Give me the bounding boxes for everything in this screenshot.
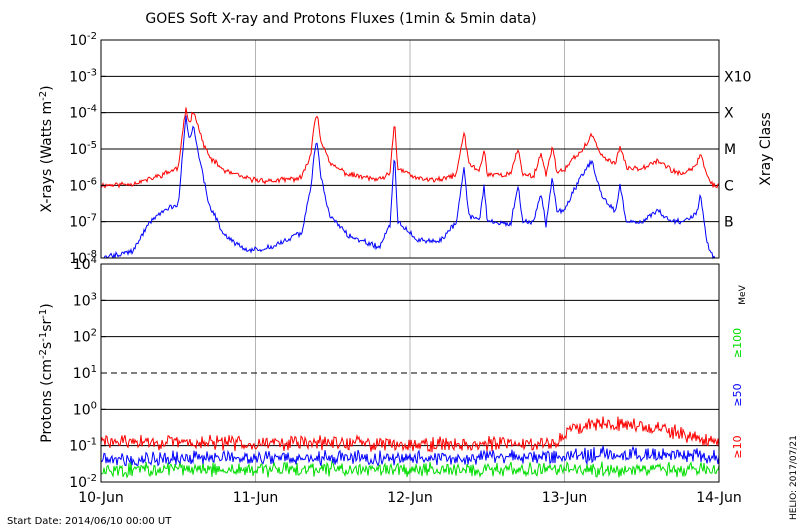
proton-gridlines bbox=[101, 264, 719, 482]
xray-class-labels: B C M X X10 bbox=[724, 69, 751, 230]
start-date-label: Start Date: 2014/06/10 00:00 UT bbox=[7, 516, 172, 527]
proton-legend-10: ≥10 bbox=[731, 435, 744, 458]
xray-class-label: M bbox=[724, 142, 736, 158]
x-tick-label: 10-Jun bbox=[78, 490, 124, 506]
proton-series-10 bbox=[100, 416, 720, 453]
xray-y-tick-label: 10-7 bbox=[69, 213, 97, 231]
xray-y-tick-label: 10-2 bbox=[69, 31, 97, 49]
x-tick-label: 11-Jun bbox=[233, 490, 279, 506]
proton-y-tick-label: 10-2 bbox=[69, 473, 97, 491]
xray-class-label: B bbox=[724, 215, 734, 231]
proton-series-100 bbox=[100, 459, 720, 479]
xray-class-label: X10 bbox=[724, 69, 751, 85]
proton-legend-unit: MeV bbox=[738, 284, 748, 304]
proton-y-tick-label: 104 bbox=[73, 255, 97, 273]
proton-series-50 bbox=[100, 445, 720, 467]
xray-y-tick-label: 10-8 bbox=[69, 249, 97, 267]
credit-label: HELIO: 2017/07/21 bbox=[789, 435, 799, 520]
chart-title: GOES Soft X-ray and Protons Fluxes (1min… bbox=[145, 11, 536, 27]
xray-y-tick-labels: 10-8 10-7 10-6 10-5 10-4 10-3 10-2 bbox=[69, 31, 106, 267]
proton-legend: ≥10 ≥50 ≥100 MeV bbox=[731, 284, 748, 458]
proton-y-axis-label: Protons (cm-2s-1sr-1) bbox=[38, 303, 56, 442]
proton-y-tick-label: 10-1 bbox=[69, 437, 97, 455]
proton-y-tick-label: 101 bbox=[73, 364, 97, 382]
x-tick-labels: 10-Jun 11-Jun 12-Jun 13-Jun 14-Jun bbox=[78, 490, 742, 506]
proton-series-layer bbox=[100, 416, 720, 479]
x-tick-label: 13-Jun bbox=[542, 490, 588, 506]
xray-panel: 10-8 10-7 10-6 10-5 10-4 10-3 10-2 B C M X X10 X-r… bbox=[38, 31, 775, 267]
xray-y-tick-label: 10-5 bbox=[69, 140, 97, 158]
proton-legend-100: ≥100 bbox=[731, 328, 744, 358]
xray-y-tick-label: 10-6 bbox=[69, 176, 97, 194]
xray-class-label: X bbox=[724, 106, 734, 122]
x-tick-label: 14-Jun bbox=[696, 490, 742, 506]
xray-series-long bbox=[100, 107, 720, 189]
proton-y-tick-labels: 10-2 10-1 100 101 102 103 104 bbox=[69, 255, 106, 491]
xray-series-layer bbox=[100, 107, 720, 260]
proton-y-tick-label: 103 bbox=[73, 291, 97, 309]
xray-y-tick-label: 10-4 bbox=[69, 104, 97, 122]
xray-series-short bbox=[101, 115, 719, 260]
proton-y-tick-label: 102 bbox=[73, 328, 97, 346]
x-tick-label: 12-Jun bbox=[387, 490, 433, 506]
xray-y-axis-label: X-rays (Watts m-2) bbox=[38, 85, 56, 212]
proton-y-tick-label: 100 bbox=[73, 400, 97, 418]
proton-panel: 10-2 10-1 100 101 102 103 104 Protons (cm-2s-1… bbox=[38, 255, 749, 491]
xray-gridlines bbox=[101, 40, 719, 258]
xray-y-tick-label: 10-3 bbox=[69, 67, 97, 85]
xray-class-label: C bbox=[724, 178, 734, 194]
proton-legend-50: ≥50 bbox=[731, 383, 744, 406]
xray-class-axis-label: Xray Class bbox=[758, 112, 774, 186]
